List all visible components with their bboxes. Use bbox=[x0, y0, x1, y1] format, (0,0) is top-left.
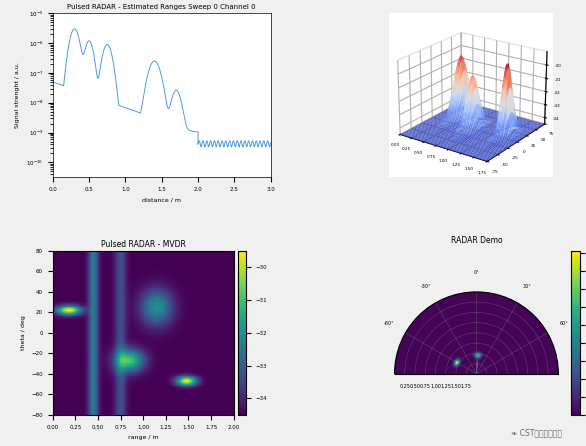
Text: ❧ CST仿真专家之路: ❧ CST仿真专家之路 bbox=[512, 428, 563, 437]
X-axis label: distance / m: distance / m bbox=[142, 198, 181, 202]
Title: RADAR Demo: RADAR Demo bbox=[451, 235, 502, 244]
Y-axis label: theta / deg: theta / deg bbox=[21, 315, 26, 350]
Title: Pulsed RADAR - Estimated Ranges Sweep 0 Channel 0: Pulsed RADAR - Estimated Ranges Sweep 0 … bbox=[67, 4, 256, 10]
Title: Pulsed RADAR - MVDR: Pulsed RADAR - MVDR bbox=[101, 240, 186, 249]
X-axis label: range / m: range / m bbox=[128, 435, 158, 440]
Y-axis label: Signal strenght / a.u.: Signal strenght / a.u. bbox=[15, 62, 21, 128]
